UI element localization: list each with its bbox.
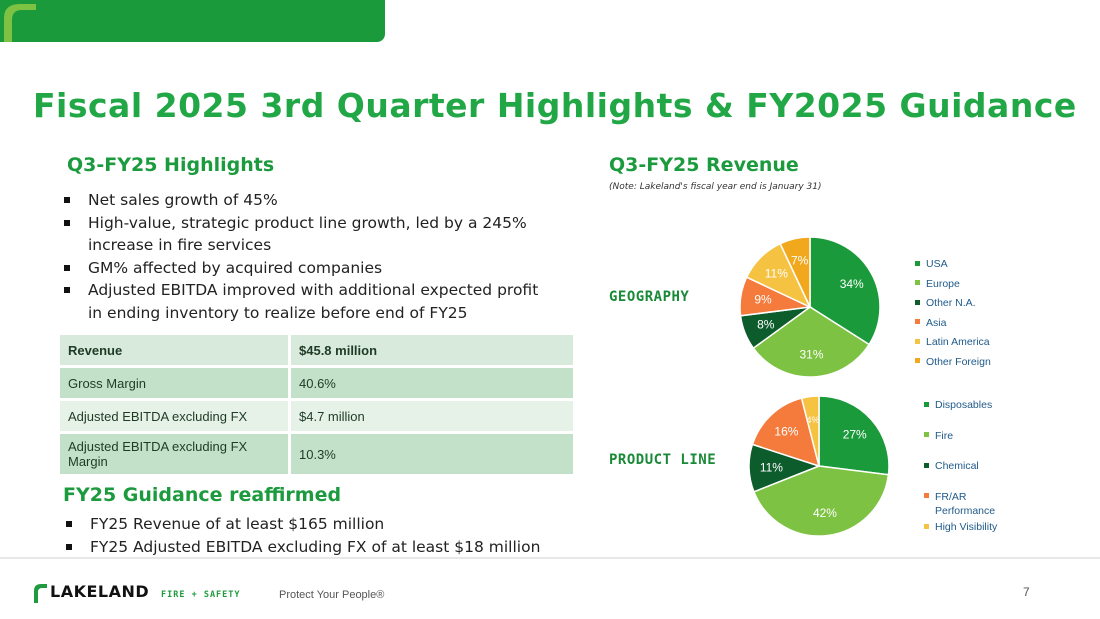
leaf-logo-icon: [34, 584, 47, 603]
legend-swatch: [915, 319, 920, 325]
pie-slice-label: 31%: [799, 348, 823, 362]
pie-slice-label: 11%: [765, 266, 788, 280]
table-row: Adjusted EBITDA excluding FX $4.7 millio…: [60, 399, 573, 434]
table-row: Gross Margin 40.6%: [60, 366, 573, 401]
legend-label: Disposables: [935, 399, 993, 411]
product-line-legend: Disposables Fire Chemical FR/AR Performance H…: [924, 398, 1084, 538]
legend-swatch: [924, 523, 929, 529]
metric-label: Adjusted EBITDA excluding FX Margin: [60, 432, 291, 477]
footer-divider: [0, 557, 1100, 559]
pie-slice-label: 34%: [840, 277, 864, 291]
table-row: Adjusted EBITDA excluding FX Margin 10.3…: [60, 432, 573, 477]
legend-label: Europe: [926, 277, 960, 290]
guidance-bullet: FY25 Revenue of at least $165 million: [62, 513, 562, 536]
legend-item: USA: [915, 257, 948, 271]
legend-item: Asia: [915, 316, 946, 330]
highlight-bullet: Adjusted EBITDA improved with additional…: [60, 279, 550, 324]
pie-slice-fire: [752, 465, 890, 537]
legend-swatch: [924, 432, 929, 438]
legend-item: FR/AR Performance: [924, 490, 995, 518]
metric-label: Revenue: [60, 335, 291, 368]
metric-label: Gross Margin: [60, 366, 291, 401]
pie-slice-label: 11%: [760, 460, 783, 474]
slide-title: Fiscal 2025 3rd Quarter Highlights & FY2…: [33, 86, 1077, 125]
leaf-logo-icon: [4, 4, 36, 42]
pie-slice-fr-ar-performance: [751, 397, 821, 468]
legend-swatch: [915, 358, 920, 364]
geography-legend: USA Europe Other N.A. Asia Latin America Othe…: [915, 257, 1075, 372]
legend-label: Chemical: [935, 460, 979, 472]
pie-slice-label: 27%: [843, 428, 867, 442]
legend-item: Europe: [915, 277, 960, 291]
legend-swatch: [924, 401, 929, 407]
metric-label: Adjusted EBITDA excluding FX: [60, 399, 291, 434]
pie-slice-other-foreign: [779, 236, 811, 308]
legend-label: Latin America: [926, 336, 990, 348]
legend-label: Other Foreign: [926, 355, 991, 368]
legend-label: Fire: [935, 429, 954, 442]
legend-item: Chemical: [924, 459, 979, 473]
legend-swatch: [915, 338, 920, 344]
pie-slice-label: 42%: [813, 506, 837, 520]
legend-swatch: [915, 260, 920, 266]
legend-swatch: [924, 462, 929, 468]
guidance-list: FY25 Revenue of at least $165 million FY…: [62, 513, 562, 558]
fiscal-year-note: (Note: Lakeland's fiscal year end is Jan…: [609, 182, 822, 192]
guidance-bullet: FY25 Adjusted EBITDA excluding FX of at …: [62, 536, 562, 559]
pie-slice-europe: [752, 306, 871, 378]
legend-item: Other Foreign: [915, 355, 991, 369]
legend-swatch: [924, 493, 929, 499]
geography-pie-chart: 34% 31% 8% 9% 11%7%: [739, 236, 881, 378]
pie-slice-label: 16%: [774, 424, 798, 438]
pie-slice-high-visibility: [800, 395, 820, 467]
tagline: Protect Your People®: [279, 589, 385, 601]
legend-label: High Visibility: [935, 521, 998, 533]
legend-label: Other N.A.: [926, 297, 976, 309]
guidance-heading: FY25 Guidance reaffirmed: [63, 484, 342, 506]
header-accent-bar: [0, 0, 385, 42]
metrics-table: Revenue $45.8 million Gross Margin 40.6%…: [60, 335, 573, 477]
table-row: Revenue $45.8 million: [60, 335, 573, 368]
legend-item: Disposables: [924, 398, 992, 412]
legend-label: FR/AR Performance: [935, 490, 996, 517]
legend-item: Other N.A.: [915, 296, 976, 310]
geography-chart-label: GEOGRAPHY: [609, 289, 690, 305]
metric-value: $45.8 million: [289, 335, 573, 368]
legend-label: USA: [926, 258, 948, 270]
highlights-heading: Q3-FY25 Highlights: [67, 154, 275, 176]
legend-item: Latin America: [915, 335, 990, 349]
metric-value: $4.7 million: [289, 399, 573, 434]
legend-swatch: [915, 299, 920, 305]
legend-swatch: [915, 280, 920, 286]
logo-wordmark: LAKELAND: [50, 582, 150, 601]
metric-value: 40.6%: [289, 366, 573, 401]
revenue-heading: Q3-FY25 Revenue: [609, 154, 799, 176]
page-number: 7: [1023, 585, 1030, 599]
pie-slice-label: 4%: [807, 415, 820, 425]
highlight-bullet: Net sales growth of 45%: [60, 189, 550, 212]
legend-item: High Visibility: [924, 520, 997, 534]
logo-subtitle: FIRE + SAFETY: [161, 590, 241, 600]
highlights-list: Net sales growth of 45% High-value, stra…: [60, 189, 550, 324]
product-line-chart-label: PRODUCT LINE: [609, 452, 717, 468]
highlight-bullet: GM% affected by acquired companies: [60, 257, 550, 280]
pie-slice-label: 8%: [757, 318, 775, 332]
product-line-pie-chart: 27% 42% 11% 16% 4%: [748, 395, 890, 537]
pie-slice-disposables: [818, 395, 890, 476]
pie-slice-label: 7%: [791, 254, 809, 268]
pie-slice-label: 9%: [754, 293, 772, 307]
legend-label: Asia: [926, 316, 947, 329]
metric-value: 10.3%: [289, 432, 573, 477]
highlight-bullet: High-value, strategic product line growt…: [60, 212, 550, 257]
legend-item: Fire: [924, 429, 953, 443]
